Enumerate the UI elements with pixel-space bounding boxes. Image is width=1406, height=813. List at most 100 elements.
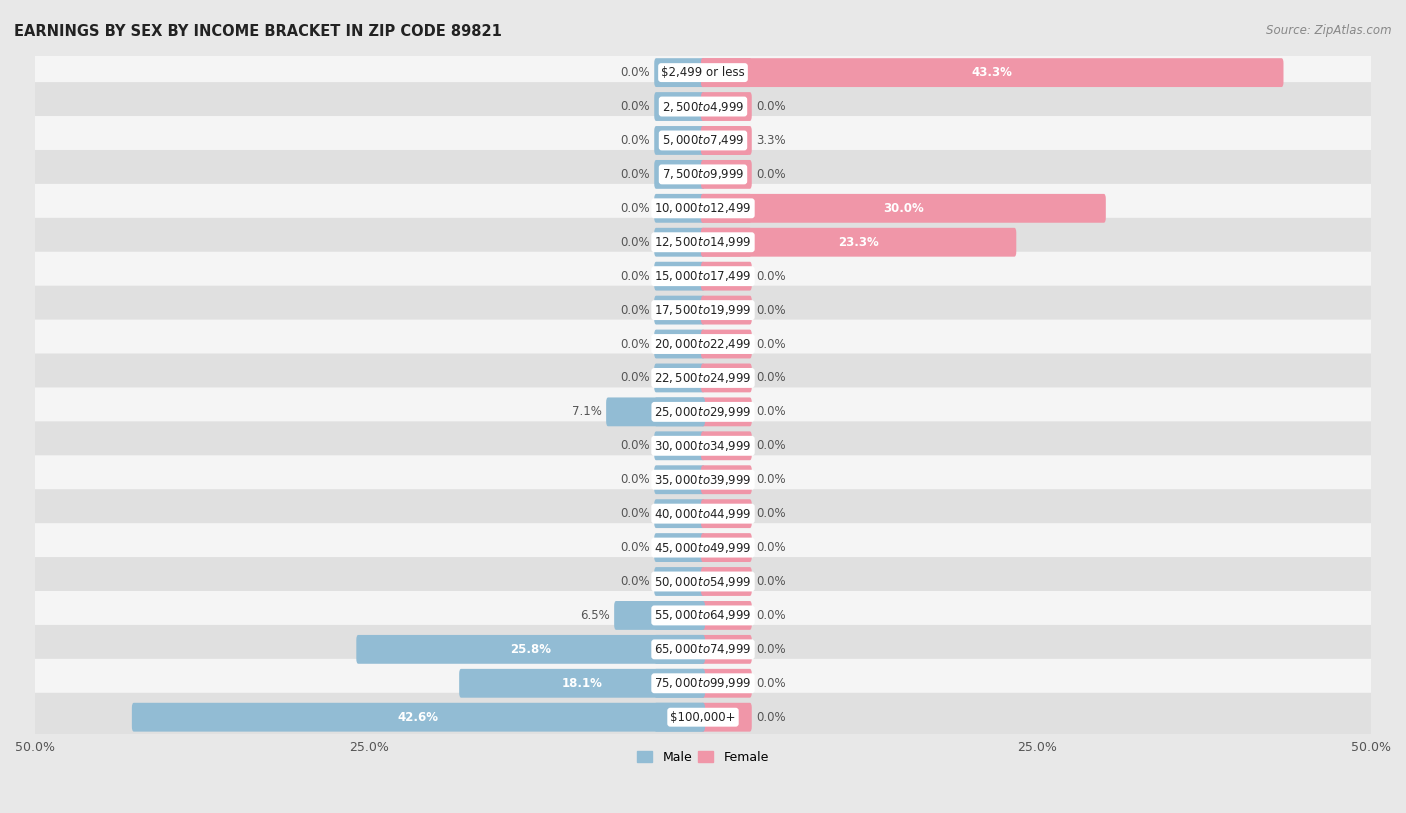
- FancyBboxPatch shape: [654, 567, 704, 596]
- Text: $12,500 to $14,999: $12,500 to $14,999: [654, 235, 752, 250]
- FancyBboxPatch shape: [31, 489, 1375, 538]
- Text: $50,000 to $54,999: $50,000 to $54,999: [654, 575, 752, 589]
- FancyBboxPatch shape: [356, 635, 704, 663]
- Text: 0.0%: 0.0%: [620, 439, 650, 452]
- FancyBboxPatch shape: [654, 499, 704, 528]
- FancyBboxPatch shape: [702, 567, 752, 596]
- Text: 0.0%: 0.0%: [620, 168, 650, 180]
- FancyBboxPatch shape: [654, 193, 704, 223]
- FancyBboxPatch shape: [31, 150, 1375, 199]
- FancyBboxPatch shape: [702, 398, 752, 426]
- FancyBboxPatch shape: [31, 218, 1375, 267]
- FancyBboxPatch shape: [702, 262, 752, 290]
- FancyBboxPatch shape: [654, 669, 704, 698]
- Text: 0.0%: 0.0%: [756, 303, 786, 316]
- Text: 0.0%: 0.0%: [756, 168, 786, 180]
- Text: 0.0%: 0.0%: [756, 711, 786, 724]
- Text: Source: ZipAtlas.com: Source: ZipAtlas.com: [1267, 24, 1392, 37]
- FancyBboxPatch shape: [702, 228, 752, 257]
- FancyBboxPatch shape: [606, 398, 704, 426]
- FancyBboxPatch shape: [31, 523, 1375, 572]
- FancyBboxPatch shape: [614, 601, 704, 630]
- Text: EARNINGS BY SEX BY INCOME BRACKET IN ZIP CODE 89821: EARNINGS BY SEX BY INCOME BRACKET IN ZIP…: [14, 24, 502, 39]
- Text: 0.0%: 0.0%: [620, 337, 650, 350]
- FancyBboxPatch shape: [654, 296, 704, 324]
- FancyBboxPatch shape: [31, 388, 1375, 437]
- Text: 0.0%: 0.0%: [756, 676, 786, 689]
- Text: 0.0%: 0.0%: [620, 270, 650, 283]
- Text: $35,000 to $39,999: $35,000 to $39,999: [654, 472, 752, 487]
- FancyBboxPatch shape: [654, 228, 704, 257]
- Text: $7,500 to $9,999: $7,500 to $9,999: [662, 167, 744, 181]
- Text: 0.0%: 0.0%: [620, 236, 650, 249]
- FancyBboxPatch shape: [702, 465, 752, 494]
- Text: 0.0%: 0.0%: [620, 66, 650, 79]
- FancyBboxPatch shape: [31, 659, 1375, 707]
- FancyBboxPatch shape: [702, 59, 1284, 87]
- FancyBboxPatch shape: [654, 126, 704, 155]
- Text: 0.0%: 0.0%: [756, 507, 786, 520]
- FancyBboxPatch shape: [702, 601, 752, 630]
- Text: 0.0%: 0.0%: [620, 100, 650, 113]
- FancyBboxPatch shape: [31, 557, 1375, 606]
- Text: 0.0%: 0.0%: [756, 406, 786, 419]
- FancyBboxPatch shape: [702, 59, 752, 87]
- Text: 0.0%: 0.0%: [620, 202, 650, 215]
- FancyBboxPatch shape: [702, 160, 752, 189]
- FancyBboxPatch shape: [31, 184, 1375, 233]
- Text: 43.3%: 43.3%: [972, 66, 1012, 79]
- Text: 0.0%: 0.0%: [620, 575, 650, 588]
- FancyBboxPatch shape: [702, 533, 752, 562]
- FancyBboxPatch shape: [702, 126, 752, 155]
- FancyBboxPatch shape: [31, 82, 1375, 131]
- FancyBboxPatch shape: [654, 432, 704, 460]
- Text: 0.0%: 0.0%: [756, 643, 786, 656]
- Text: $22,500 to $24,999: $22,500 to $24,999: [654, 371, 752, 385]
- Text: 0.0%: 0.0%: [756, 372, 786, 385]
- FancyBboxPatch shape: [654, 59, 704, 87]
- FancyBboxPatch shape: [654, 262, 704, 290]
- Text: 0.0%: 0.0%: [756, 100, 786, 113]
- FancyBboxPatch shape: [31, 116, 1375, 165]
- FancyBboxPatch shape: [654, 465, 704, 494]
- Text: 42.6%: 42.6%: [398, 711, 439, 724]
- FancyBboxPatch shape: [702, 193, 1105, 223]
- Text: $40,000 to $44,999: $40,000 to $44,999: [654, 506, 752, 520]
- FancyBboxPatch shape: [702, 228, 1017, 257]
- FancyBboxPatch shape: [654, 601, 704, 630]
- Text: 0.0%: 0.0%: [620, 134, 650, 147]
- Text: 30.0%: 30.0%: [883, 202, 924, 215]
- FancyBboxPatch shape: [702, 669, 752, 698]
- FancyBboxPatch shape: [654, 702, 704, 732]
- Text: $17,500 to $19,999: $17,500 to $19,999: [654, 303, 752, 317]
- Text: 0.0%: 0.0%: [756, 541, 786, 554]
- FancyBboxPatch shape: [654, 533, 704, 562]
- Text: $2,500 to $4,999: $2,500 to $4,999: [662, 99, 744, 114]
- Text: 0.0%: 0.0%: [756, 337, 786, 350]
- Text: 0.0%: 0.0%: [620, 541, 650, 554]
- FancyBboxPatch shape: [654, 398, 704, 426]
- FancyBboxPatch shape: [702, 499, 752, 528]
- FancyBboxPatch shape: [31, 285, 1375, 334]
- FancyBboxPatch shape: [702, 296, 752, 324]
- FancyBboxPatch shape: [654, 92, 704, 121]
- Text: $10,000 to $12,499: $10,000 to $12,499: [654, 202, 752, 215]
- Text: 0.0%: 0.0%: [620, 507, 650, 520]
- FancyBboxPatch shape: [654, 635, 704, 663]
- FancyBboxPatch shape: [654, 160, 704, 189]
- Text: 0.0%: 0.0%: [756, 270, 786, 283]
- FancyBboxPatch shape: [702, 329, 752, 359]
- Text: 0.0%: 0.0%: [620, 372, 650, 385]
- FancyBboxPatch shape: [702, 432, 752, 460]
- Text: $100,000+: $100,000+: [671, 711, 735, 724]
- Text: $25,000 to $29,999: $25,000 to $29,999: [654, 405, 752, 419]
- Text: $55,000 to $64,999: $55,000 to $64,999: [654, 608, 752, 623]
- FancyBboxPatch shape: [702, 92, 752, 121]
- FancyBboxPatch shape: [654, 363, 704, 393]
- Text: $30,000 to $34,999: $30,000 to $34,999: [654, 439, 752, 453]
- Text: 6.5%: 6.5%: [579, 609, 609, 622]
- FancyBboxPatch shape: [702, 635, 752, 663]
- FancyBboxPatch shape: [31, 455, 1375, 504]
- Text: $75,000 to $99,999: $75,000 to $99,999: [654, 676, 752, 690]
- Text: $45,000 to $49,999: $45,000 to $49,999: [654, 541, 752, 554]
